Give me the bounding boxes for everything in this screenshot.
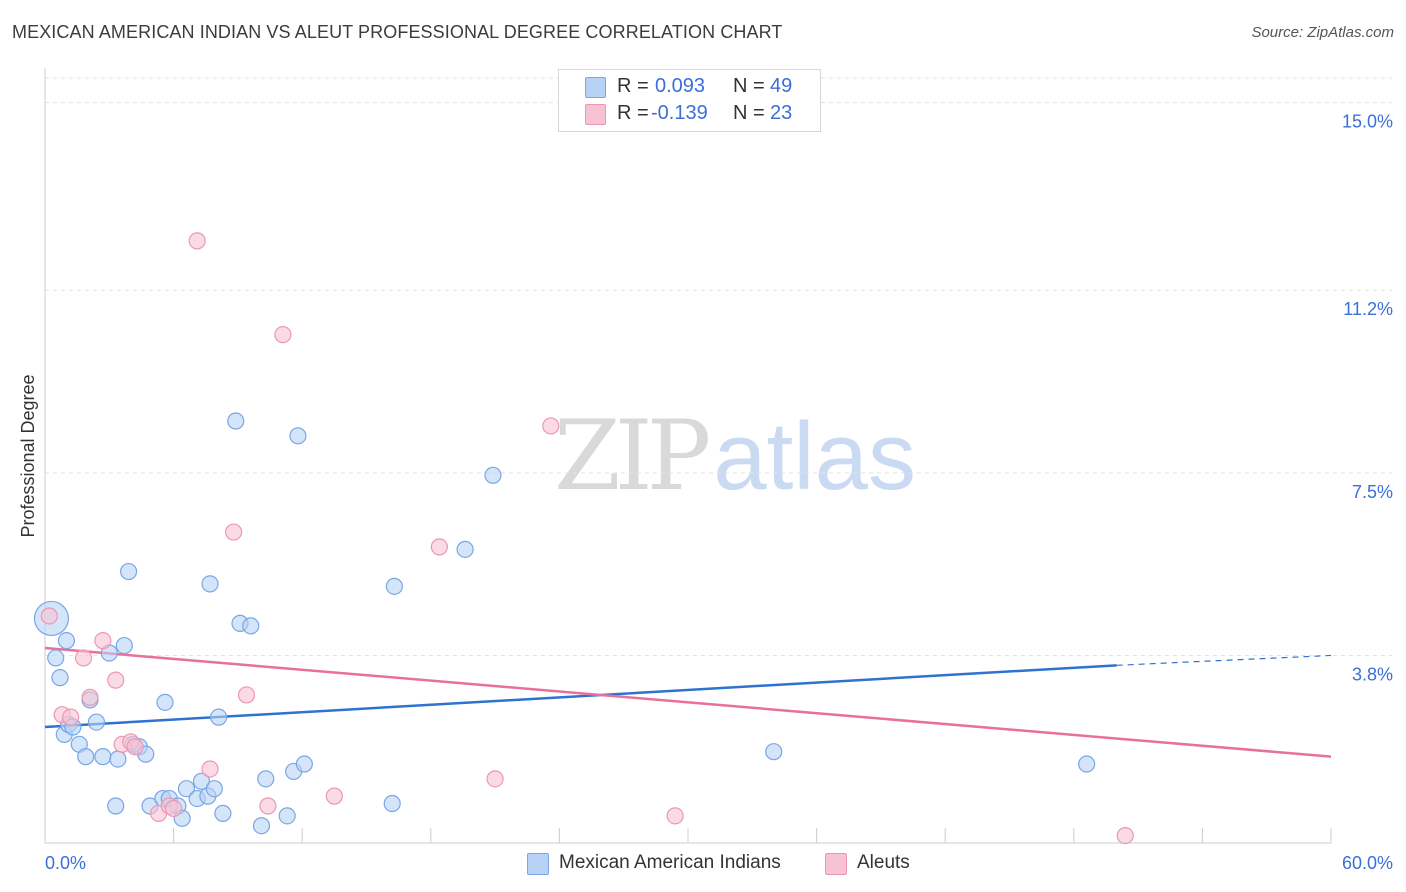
point-mexican-american-indians [87,713,106,731]
trend-line-aleuts [44,646,1332,758]
point-mexican-american-indians [119,562,138,581]
point-mexican-american-indians [765,743,783,761]
point-mexican-american-indians [456,540,474,558]
point-mexican-american-indians [210,708,228,726]
point-mexican-american-indians [177,780,196,798]
point-mexican-american-indians [107,797,125,815]
point-mexican-american-indians [77,748,95,766]
r-label: R = [617,75,649,97]
x-tick-label: 0.0% [45,853,86,873]
y-tick-label: 15.0% [1342,112,1393,132]
point-mexican-american-indians [385,577,403,595]
axes [44,68,1332,844]
point-mexican-american-indians [47,649,65,667]
legend-swatch-pink [825,853,847,875]
point-mexican-american-indians [383,794,401,813]
stats-legend: R = 0.093 N = 49 R = -0.139 N = 23 [558,69,821,132]
point-aleuts [486,770,504,788]
point-mexican-american-indians [51,669,69,687]
trend-line-extension [1116,654,1332,666]
point-aleuts [1116,826,1134,845]
point-aleuts [430,538,448,556]
point-mexican-american-indians [205,780,223,798]
point-mexican-american-indians [252,817,271,835]
point-mexican-american-indians [295,755,313,773]
y-tick-label: 7.5% [1352,482,1393,502]
source-label: Source: ZipAtlas.com [1251,24,1394,41]
point-aleuts [259,797,277,815]
point-aleuts [126,738,144,756]
trend-lines [44,646,1332,758]
r-value: 0.093 [655,75,706,97]
n-value: 49 [770,75,793,97]
n-label: N = [733,75,765,97]
point-mexican-american-indians [115,636,133,655]
point-aleuts [542,417,560,435]
data-points [33,232,1134,845]
tick-labels: 3.8% 7.5% 11.2% 15.0% 0.0% 60.0% [45,112,1393,873]
point-mexican-american-indians [1078,755,1096,773]
point-aleuts [274,326,292,344]
point-aleuts [237,686,256,704]
point-aleuts [107,671,125,689]
point-mexican-american-indians [484,466,502,484]
trend-line-mexican-american-indians [44,664,1117,729]
point-aleuts [165,799,183,818]
point-aleuts [666,807,684,825]
point-mexican-american-indians [214,804,232,822]
series-legend: Mexican American Indians Aleuts [0,852,1406,878]
point-mexican-american-indians [242,617,260,635]
point-mexican-american-indians [109,750,127,768]
legend-label-mexican-american-indians: Mexican American Indians [559,852,781,873]
y-tick-label: 11.2% [1343,299,1393,319]
point-mexican-american-indians [192,772,211,790]
y-tick-label: 3.8% [1352,664,1393,684]
n-value: 23 [770,102,793,124]
point-mexican-american-indians [227,412,245,430]
point-mexican-american-indians [278,807,296,825]
grid-lines [45,77,1392,656]
watermark-atlas: atlas [713,403,916,510]
legend-swatch-blue [585,77,606,98]
point-mexican-american-indians [201,575,219,593]
point-aleuts [81,688,99,707]
point-aleuts [74,649,93,667]
point-mexican-american-indians [57,632,76,650]
x-tick-label: 60.0% [1342,853,1393,873]
legend-label-aleuts: Aleuts [857,852,910,873]
point-aleuts [62,708,80,726]
point-aleuts [188,232,206,250]
y-axis-label: Professional Degree [18,374,38,537]
point-mexican-american-indians [289,427,307,445]
legend-swatch-blue [527,853,549,875]
point-aleuts [94,632,112,650]
point-mexican-american-indians [156,693,174,711]
zipatlas-watermark: ZIPatlas [554,400,916,512]
point-mexican-american-indians [257,770,275,788]
point-mexican-american-indians [94,748,112,766]
point-aleuts [40,607,58,625]
watermark-zip: ZIP [554,400,711,512]
point-aleuts [325,787,343,805]
point-aleuts [225,523,243,541]
legend-swatch-pink [585,104,606,125]
r-label: R = [617,102,649,124]
r-value: -0.139 [651,102,708,124]
chart-title: MEXICAN AMERICAN INDIAN VS ALEUT PROFESS… [12,22,783,42]
n-label: N = [733,102,765,124]
point-aleuts [201,760,219,778]
